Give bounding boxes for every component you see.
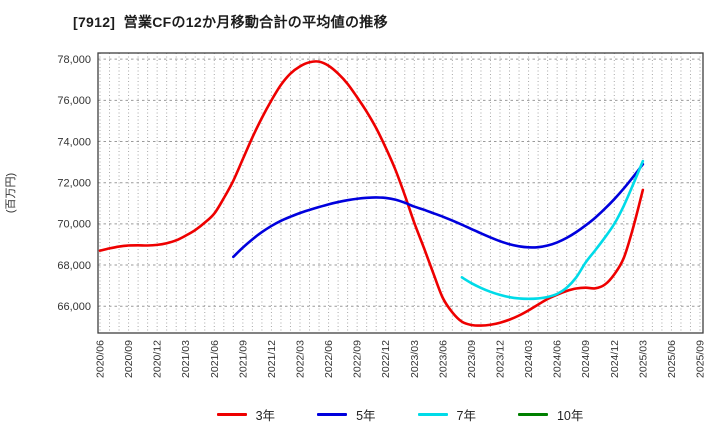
y-tick-label: 78,000 — [57, 54, 91, 66]
x-tick-label: 2024/06 — [552, 340, 564, 378]
x-tick-label: 2022/03 — [295, 340, 307, 378]
x-tick-label: 2025/03 — [637, 340, 649, 378]
x-tick-label: 2021/06 — [209, 340, 221, 378]
x-tick-label: 2020/06 — [95, 340, 107, 378]
x-tick-label: 2024/03 — [523, 340, 535, 378]
x-tick-label: 2021/03 — [180, 340, 192, 378]
y-tick-label: 68,000 — [57, 260, 91, 272]
legend-line-3y-icon — [216, 413, 247, 416]
plot-canvas: (百万円) 66,000 68,000 70,000 72,000 74,000 76,0… — [5, 52, 707, 378]
y-tick-label: 76,000 — [57, 95, 91, 107]
y-axis-label: (百万円) — [5, 173, 17, 213]
y-tick-label: 70,000 — [57, 219, 91, 231]
legend-item-3y: 3年 — [216, 405, 276, 424]
series-line-3y — [98, 60, 645, 327]
x-tick-label: 2022/12 — [380, 340, 392, 378]
x-tick-label: 2020/12 — [152, 340, 164, 378]
plot-border — [97, 52, 704, 334]
x-tick-label: 2023/12 — [495, 340, 507, 378]
x-tick-label: 2021/09 — [237, 340, 249, 378]
x-tick-label: 2022/06 — [323, 340, 335, 378]
y-tick-label: 74,000 — [57, 136, 91, 148]
x-tick-label: 2021/12 — [266, 340, 278, 378]
legend-label-5y: 5年 — [356, 409, 376, 423]
x-tick-label: 2022/09 — [352, 340, 364, 378]
x-tick-label: 2025/06 — [666, 340, 678, 378]
x-tick-label: 2025/09 — [695, 340, 707, 378]
x-tick-label: 2024/12 — [609, 340, 621, 378]
y-tick-label: 72,000 — [57, 178, 91, 190]
legend-label-10y: 10年 — [556, 409, 584, 423]
x-tick-label: 2023/06 — [437, 340, 449, 378]
legend-line-5y-icon — [317, 413, 348, 416]
chart-title: [7912] 営業CFの12か月移動合計の平均値の推移 — [73, 14, 388, 30]
legend-label-3y: 3年 — [255, 409, 276, 423]
legend-item-10y: 10年 — [517, 405, 584, 424]
series-line-7y — [460, 159, 645, 301]
legend: 3年 5年 7年 10年 — [0, 405, 720, 424]
y-tick-label: 66,000 — [57, 301, 91, 313]
legend-item-5y: 5年 — [317, 405, 376, 424]
series-line-5y — [232, 162, 645, 259]
legend-line-7y-icon — [417, 413, 448, 416]
x-tick-label: 2023/03 — [409, 340, 421, 378]
legend-line-10y-icon — [517, 413, 548, 416]
legend-label-7y: 7年 — [456, 409, 476, 423]
x-tick-label: 2023/09 — [466, 340, 478, 378]
legend-item-7y: 7年 — [417, 405, 476, 424]
x-tick-label: 2020/09 — [123, 340, 135, 378]
x-tick-label: 2024/09 — [580, 340, 592, 378]
